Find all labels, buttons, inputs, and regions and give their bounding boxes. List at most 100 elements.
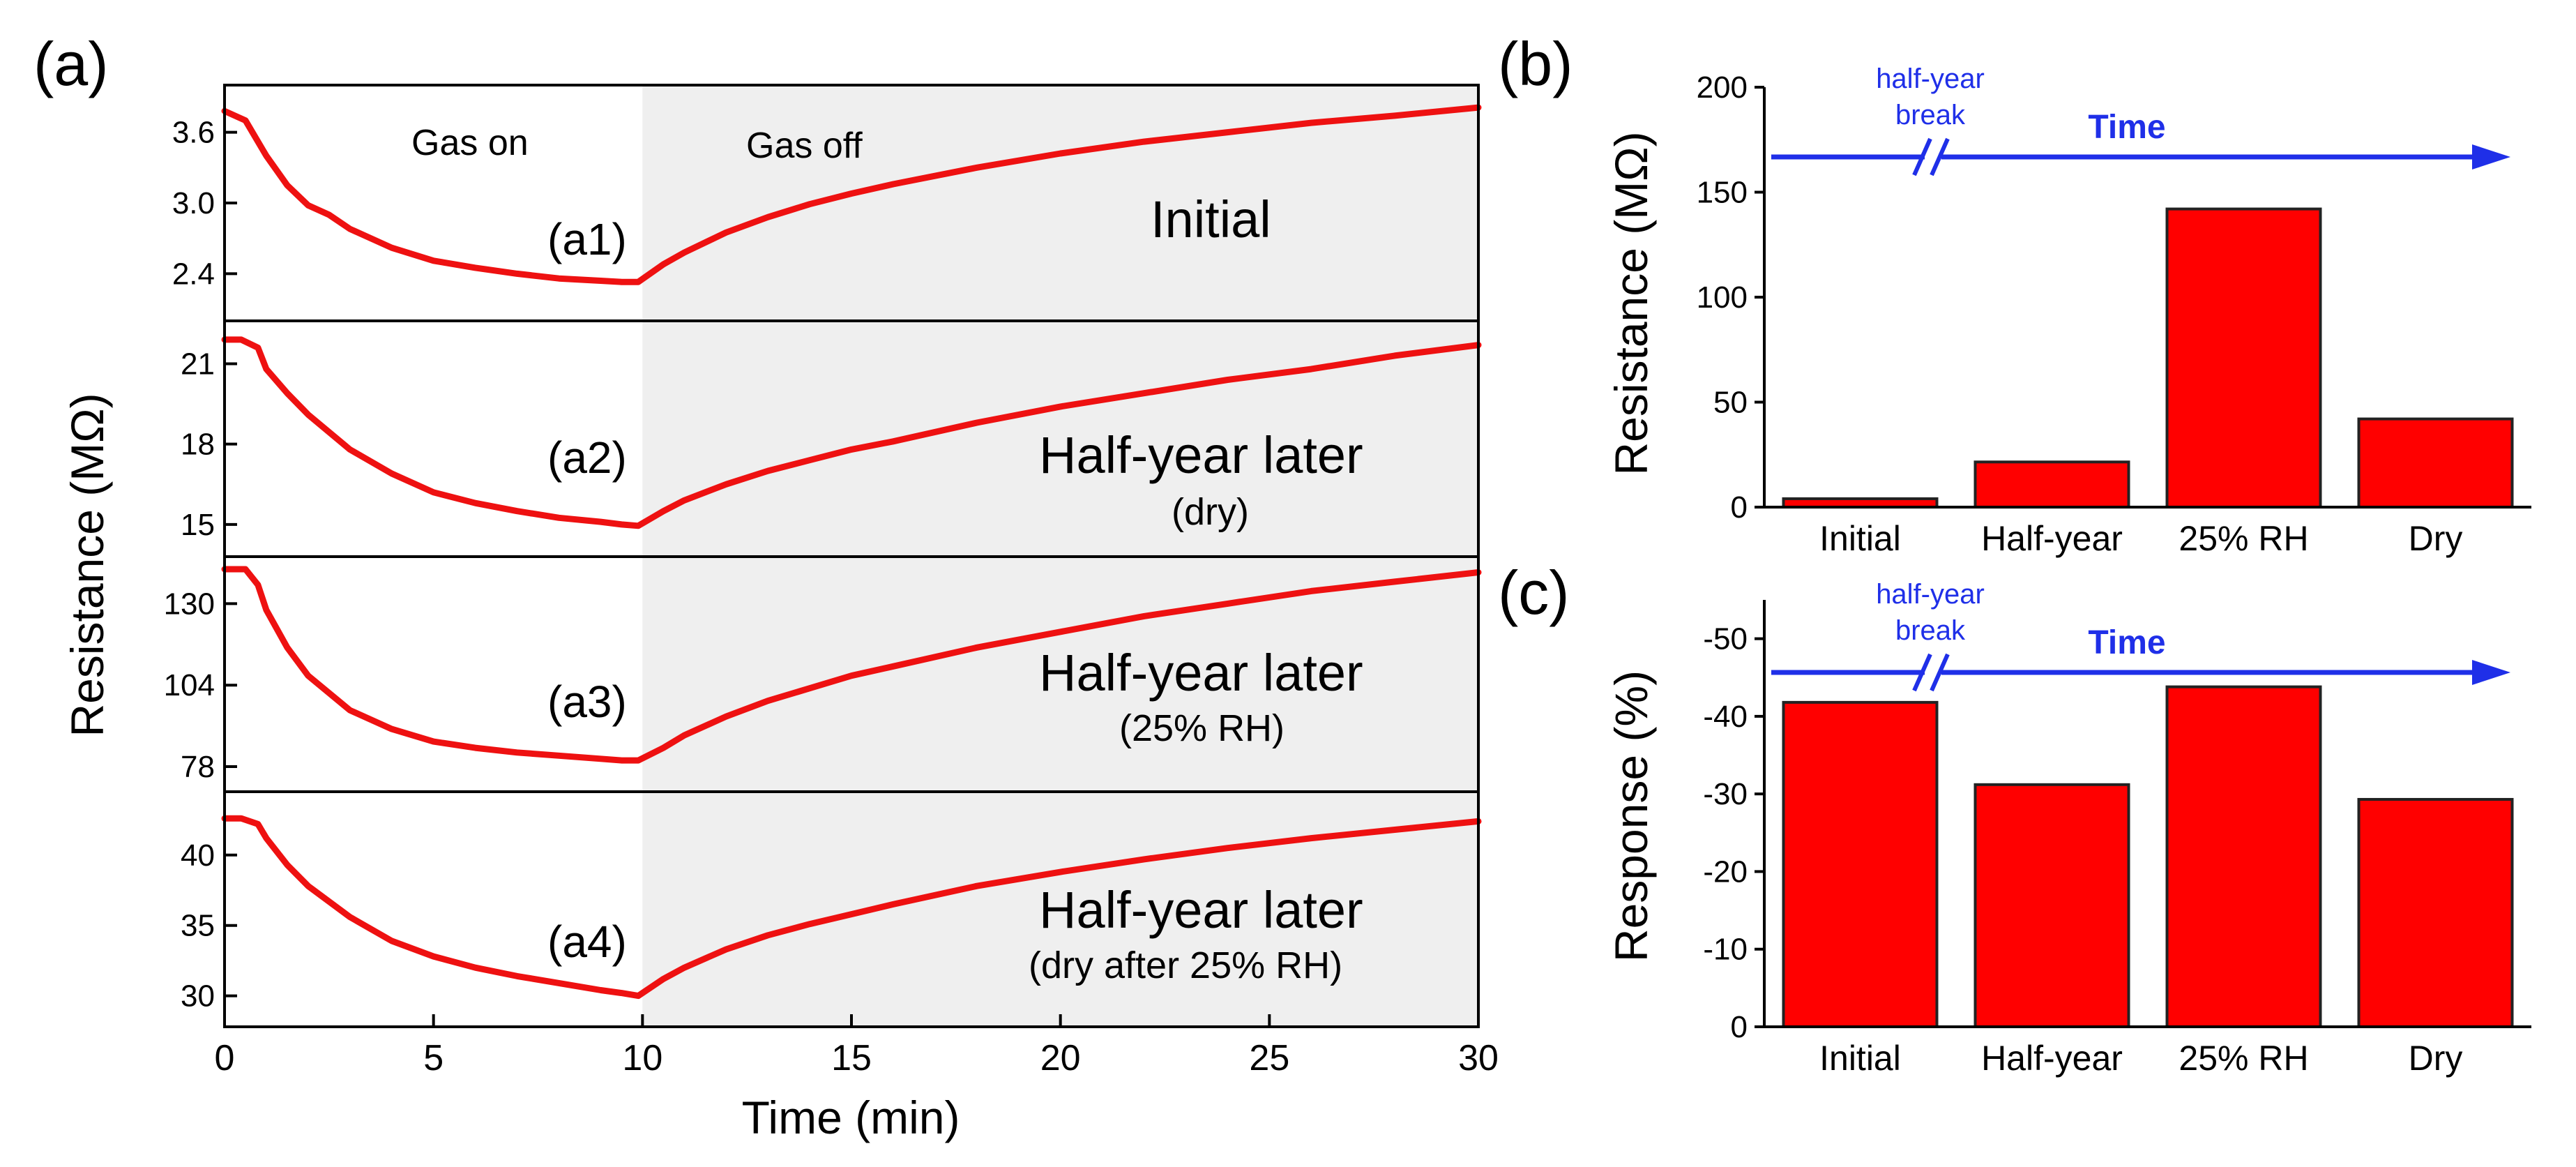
panel-c-break-label-2: break: [1895, 615, 1966, 646]
y-tick-label: 18: [181, 428, 215, 462]
timeline-arrowhead: [2472, 660, 2510, 685]
x-tick-label: 30: [1458, 1038, 1499, 1078]
condition-title-a3: Half-year later: [1039, 644, 1363, 702]
y-tick-label: 40: [181, 838, 215, 873]
panel-a: (a) Gas on Gas off 2.4 3.0 3.6 (a1) Initia…: [33, 29, 1499, 1143]
panel-b-y-label: Resistance (MΩ): [1605, 131, 1657, 475]
panel-c-y-label: Response (%): [1605, 670, 1657, 962]
bar-dry: [2357, 417, 2514, 509]
bar-25-rh: [2165, 207, 2322, 509]
condition-sub-a2: (dry): [1172, 491, 1249, 533]
y-tick-label: -50: [1703, 622, 1748, 656]
panel-b-break-label-1: half-year: [1876, 63, 1985, 94]
panel-c-time-label: Time: [2088, 624, 2165, 661]
subplot-label-a4: (a4): [547, 917, 627, 967]
condition-title-a4: Half-year later: [1039, 881, 1363, 939]
subplot-a2: 15 18 21 (a2) Half-year later (dry): [181, 336, 1482, 542]
panel-c: (c) Response (%) Initial Half-year 25% RH D…: [1498, 558, 2531, 1078]
timeline-break-mark: [1912, 653, 1932, 692]
panel-b-timeline: half-year break Time: [1771, 63, 2510, 176]
subplot-label-a2: (a2): [547, 432, 627, 483]
condition-sub-a3: (25% RH): [1119, 707, 1285, 749]
y-tick-label: 2.4: [172, 257, 215, 291]
category-label: Half-year: [1981, 519, 2123, 558]
panel-c-timeline: half-year break Time: [1771, 579, 2510, 692]
x-tick-label: 20: [1040, 1038, 1081, 1078]
resistance-curve-a1: [221, 104, 1482, 285]
panel-b-time-label: Time: [2088, 109, 2165, 146]
panel-c-axes: Initial Half-year 25% RH Dry 0 -10 -20 -30 -40 -5…: [1703, 600, 2531, 1078]
panel-b-break-label-2: break: [1895, 100, 1966, 130]
x-tick-label: 25: [1249, 1038, 1289, 1078]
category-label: Initial: [1819, 1039, 1901, 1078]
y-tick-label: 200: [1697, 70, 1748, 105]
bar-initial: [1782, 700, 1939, 1028]
timeline-break-mark: [1912, 137, 1932, 176]
timeline-arrowhead: [2472, 144, 2510, 170]
subplot-a1: 2.4 3.0 3.6 (a1) Initial: [172, 104, 1482, 291]
panel-c-break-label-1: half-year: [1876, 579, 1985, 610]
timeline-break-mark: [1930, 137, 1950, 176]
resistance-curve-a2: [221, 336, 1482, 529]
subplot-label-a1: (a1): [547, 214, 627, 264]
y-tick-label: 35: [181, 909, 215, 943]
y-tick-label: 100: [1697, 280, 1748, 315]
category-label: 25% RH: [2179, 519, 2308, 558]
panel-b-letter: (b): [1498, 29, 1573, 98]
y-tick-label: 150: [1697, 176, 1748, 210]
y-tick-label: 130: [164, 587, 215, 621]
category-label: 25% RH: [2179, 1039, 2308, 1078]
bar-half-year: [1973, 460, 2130, 509]
panel-a-x-label: Time (min): [742, 1092, 960, 1143]
subplot-label-a3: (a3): [547, 677, 627, 727]
subplot-a4: 30 35 40 (a4) Half-year later (dry after 2…: [181, 815, 1482, 1014]
bar-dry: [2357, 797, 2514, 1029]
y-tick-label: 15: [181, 508, 215, 542]
condition-sub-a4: (dry after 25% RH): [1029, 944, 1342, 986]
y-tick-label: 0: [1731, 490, 1748, 525]
subplot-a4-y-ticks: 30 35 40: [181, 838, 237, 1014]
x-tick-label: 15: [831, 1038, 872, 1078]
x-tick-label: 0: [215, 1038, 235, 1078]
y-tick-label: 3.6: [172, 116, 215, 150]
subplot-a3: 78 104 130 (a3) Half-year later (25% RH): [164, 566, 1482, 784]
y-tick-label: 78: [181, 750, 215, 784]
timeline-break-mark: [1930, 653, 1950, 692]
panel-c-letter: (c): [1498, 558, 1570, 627]
panel-b-bars: [1782, 207, 2514, 509]
y-tick-label: -20: [1703, 854, 1748, 889]
subplot-a1-y-ticks: 2.4 3.0 3.6: [172, 116, 237, 291]
category-label: Dry: [2409, 1039, 2463, 1078]
y-tick-label: 21: [181, 347, 215, 381]
y-tick-label: 3.0: [172, 186, 215, 220]
bar-25-rh: [2165, 685, 2322, 1028]
panel-b-axes: Initial Half-year 25% RH Dry 0 50 100 150 200: [1697, 70, 2531, 558]
y-tick-label: -40: [1703, 700, 1748, 734]
panel-a-letter: (a): [33, 29, 109, 98]
y-tick-label: -30: [1703, 777, 1748, 811]
panel-b: (b) Resistance (MΩ) Initial Half-year 25% …: [1498, 29, 2531, 558]
y-tick-label: 50: [1713, 386, 1748, 420]
y-tick-label: 104: [164, 668, 215, 702]
y-tick-label: 0: [1731, 1010, 1748, 1044]
x-tick-label: 5: [423, 1038, 444, 1078]
resistance-curve-a3: [221, 566, 1482, 764]
category-label: Initial: [1819, 519, 1901, 558]
panel-c-bars: [1782, 685, 2514, 1029]
condition-title-a1: Initial: [1151, 190, 1271, 248]
condition-title-a2: Half-year later: [1039, 426, 1363, 484]
gas-on-label: Gas on: [411, 123, 529, 163]
y-tick-label: -10: [1703, 933, 1748, 967]
gas-off-label: Gas off: [746, 126, 863, 166]
category-label: Dry: [2409, 519, 2463, 558]
category-label: Half-year: [1981, 1039, 2123, 1078]
x-tick-label: 10: [622, 1038, 662, 1078]
subplot-a2-y-ticks: 15 18 21: [181, 347, 237, 542]
y-tick-label: 30: [181, 979, 215, 1014]
bar-half-year: [1973, 783, 2130, 1028]
resistance-curve-a4: [221, 815, 1482, 1000]
panel-a-x-ticks: 0 5 10 15 20 25 30: [215, 1014, 1499, 1078]
panel-a-y-label: Resistance (MΩ): [61, 393, 113, 737]
subplot-a3-y-ticks: 78 104 130: [164, 587, 237, 784]
